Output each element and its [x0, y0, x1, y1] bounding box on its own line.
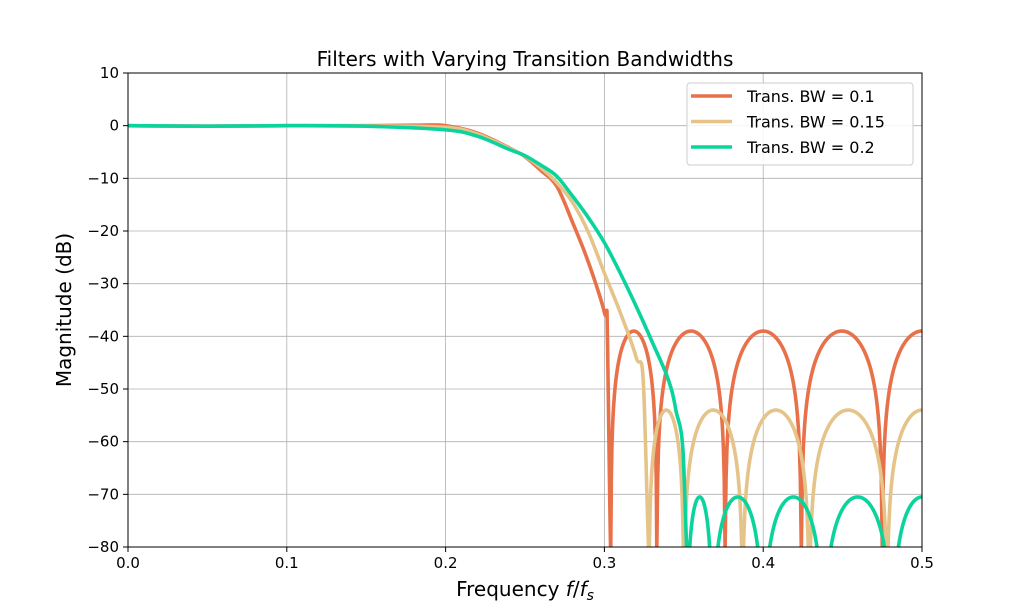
- y-tick-label: −80: [87, 538, 119, 556]
- x-tick-label: 0.0: [116, 554, 140, 572]
- series-line-1: [128, 123, 922, 547]
- legend-label-1: Trans. BW = 0.1: [746, 87, 875, 106]
- legend-box: [686, 82, 914, 166]
- y-tick-label: −40: [87, 327, 119, 345]
- series-line-2: [128, 123, 922, 547]
- series-line-3: [128, 123, 922, 547]
- y-tick-label: 0: [109, 117, 119, 135]
- x-tick-label: 0.2: [434, 554, 458, 572]
- y-axis-label: Magnitude (dB): [52, 233, 76, 387]
- legend-label-2: Trans. BW = 0.15: [746, 113, 885, 132]
- x-axis-label: Frequency f/fs: [456, 577, 594, 604]
- x-tick-label: 0.4: [751, 554, 775, 572]
- x-axis-ticks: 0.0 0.1 0.2 0.3 0.4 0.5: [116, 547, 934, 572]
- y-tick-label: −70: [87, 485, 119, 503]
- x-tick-label: 0.5: [910, 554, 934, 572]
- y-tick-label: −30: [87, 275, 119, 293]
- legend-label-3: Trans. BW = 0.2: [746, 138, 875, 157]
- y-tick-label: −20: [87, 222, 119, 240]
- plot-frame: [127, 72, 923, 548]
- x-tick-label: 0.1: [275, 554, 299, 572]
- y-tick-label: −60: [87, 433, 119, 451]
- legend: Trans. BW = 0.1 Trans. BW = 0.15 Trans. BW…: [686, 82, 914, 166]
- y-axis-ticks: 10 0 −10 −20 −30 −40 −50 −60 −70 −80: [87, 64, 128, 556]
- y-tick-label: −50: [87, 380, 119, 398]
- series-lines: [128, 123, 922, 547]
- chart-title: Filters with Varying Transition Bandwidt…: [317, 47, 734, 71]
- y-tick-label: 10: [100, 64, 119, 82]
- x-tick-label: 0.3: [592, 554, 616, 572]
- y-tick-label: −10: [87, 169, 119, 187]
